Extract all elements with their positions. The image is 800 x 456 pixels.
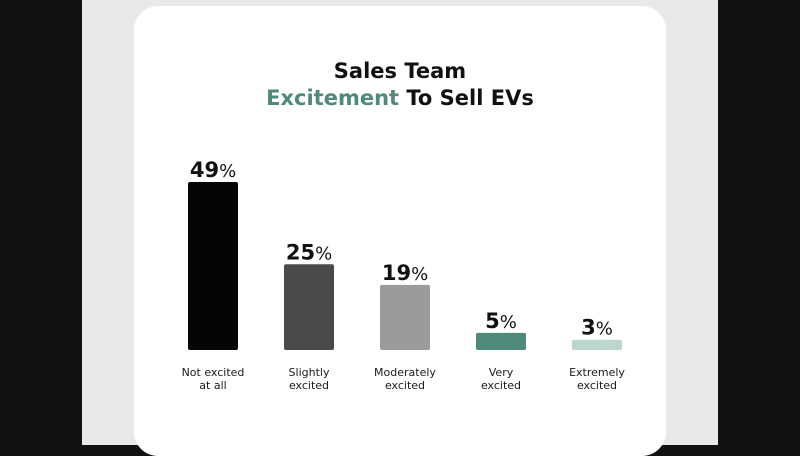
data-label-2: 19% [382,261,428,285]
data-label-0: 49% [190,158,236,182]
presentation-frame: Sales Team Excitement To Sell EVs 49% 25%… [82,0,718,456]
chart-card: Sales Team Excitement To Sell EVs 49% 25%… [134,6,666,456]
category-label-line: excited [288,379,330,392]
category-label-line: Not excited [181,366,245,379]
bar-2 [380,284,430,350]
category-label-line: at all [199,379,227,392]
bar-1 [284,264,334,350]
category-label-3: Very excited [451,366,551,392]
category-label-line: Extremely [569,366,625,379]
chart-title-line1: Sales Team [333,59,467,83]
data-label-4: 3% [581,316,613,340]
category-label-2: Moderately excited [355,366,455,392]
category-label-line: Very [488,366,514,379]
chart-title-rest: To Sell EVs [399,86,534,110]
category-label-line: Moderately [374,366,436,379]
bar-4 [572,339,622,350]
chart-title-accent: Excitement [266,86,400,110]
category-label-1: Slightly excited [259,366,359,392]
category-label-0: Not excited at all [163,366,263,392]
category-label-line: excited [480,379,522,392]
category-label-4: Extremely excited [547,366,647,392]
category-label-line: excited [576,379,618,392]
bar-0 [188,182,238,350]
bar-3 [476,332,526,350]
data-label-3: 5% [485,309,517,333]
data-label-1: 25% [286,240,332,264]
chart-title-line2: Excitement To Sell EVs [134,86,666,110]
category-label-line: excited [384,379,426,392]
bar-chart: 49% 25% 19% 5% 3% [188,158,622,350]
category-label-line: Slightly [288,366,330,379]
